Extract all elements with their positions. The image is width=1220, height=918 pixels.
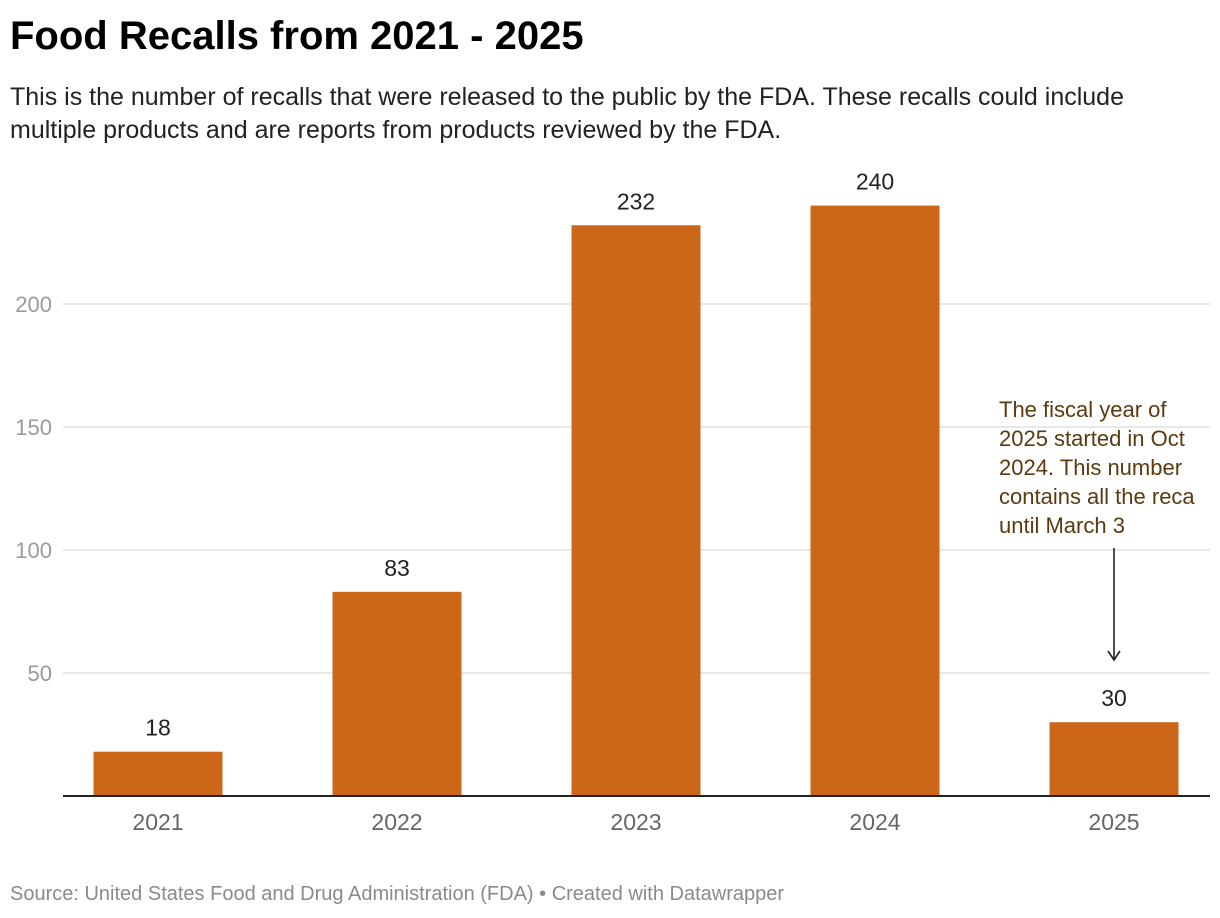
annotation-line-1: The fiscal year of — [999, 397, 1167, 422]
x-label-2023: 2023 — [610, 809, 661, 835]
chart-title: Food Recalls from 2021 - 2025 — [10, 14, 584, 58]
y-tick-label-100: 100 — [15, 538, 52, 563]
x-label-2024: 2024 — [849, 809, 900, 835]
annotation-line-3: 2024. This number — [999, 455, 1182, 480]
annotation-line-5: until March 3 — [999, 513, 1125, 538]
x-label-2025: 2025 — [1088, 809, 1139, 835]
y-tick-label-150: 150 — [15, 415, 52, 440]
bar-2024 — [810, 205, 940, 797]
x-label-2021: 2021 — [132, 809, 183, 835]
bar-value-labels: 18 83 232 240 30 — [145, 169, 1127, 741]
x-label-2022: 2022 — [371, 809, 422, 835]
y-axis-ticks: 50 100 150 200 — [15, 292, 52, 686]
annotation-line-2: 2025 started in Oct — [999, 426, 1185, 451]
x-axis-labels: 2021 2022 2023 2024 2025 — [132, 809, 1139, 835]
bar-2025 — [1049, 722, 1179, 796]
bar-2023 — [571, 225, 701, 796]
annotation: The fiscal year of 2025 started in Oct 202… — [999, 397, 1195, 662]
value-label-2025: 30 — [1101, 685, 1127, 711]
annotation-line-4: contains all the reca — [999, 484, 1195, 509]
y-tick-label-200: 200 — [15, 292, 52, 317]
annotation-arrow-head — [1107, 650, 1121, 662]
chart-source: Source: United States Food and Drug Admi… — [10, 883, 785, 905]
value-label-2023: 232 — [617, 188, 655, 214]
y-tick-label-50: 50 — [28, 661, 52, 686]
value-label-2024: 240 — [856, 169, 894, 195]
chart-subtitle: This is the number of recalls that were … — [10, 83, 1124, 144]
value-label-2021: 18 — [145, 715, 171, 741]
value-label-2022: 83 — [384, 555, 410, 581]
bars — [93, 205, 1179, 797]
bar-2021 — [93, 751, 223, 796]
bar-2022 — [332, 591, 462, 796]
